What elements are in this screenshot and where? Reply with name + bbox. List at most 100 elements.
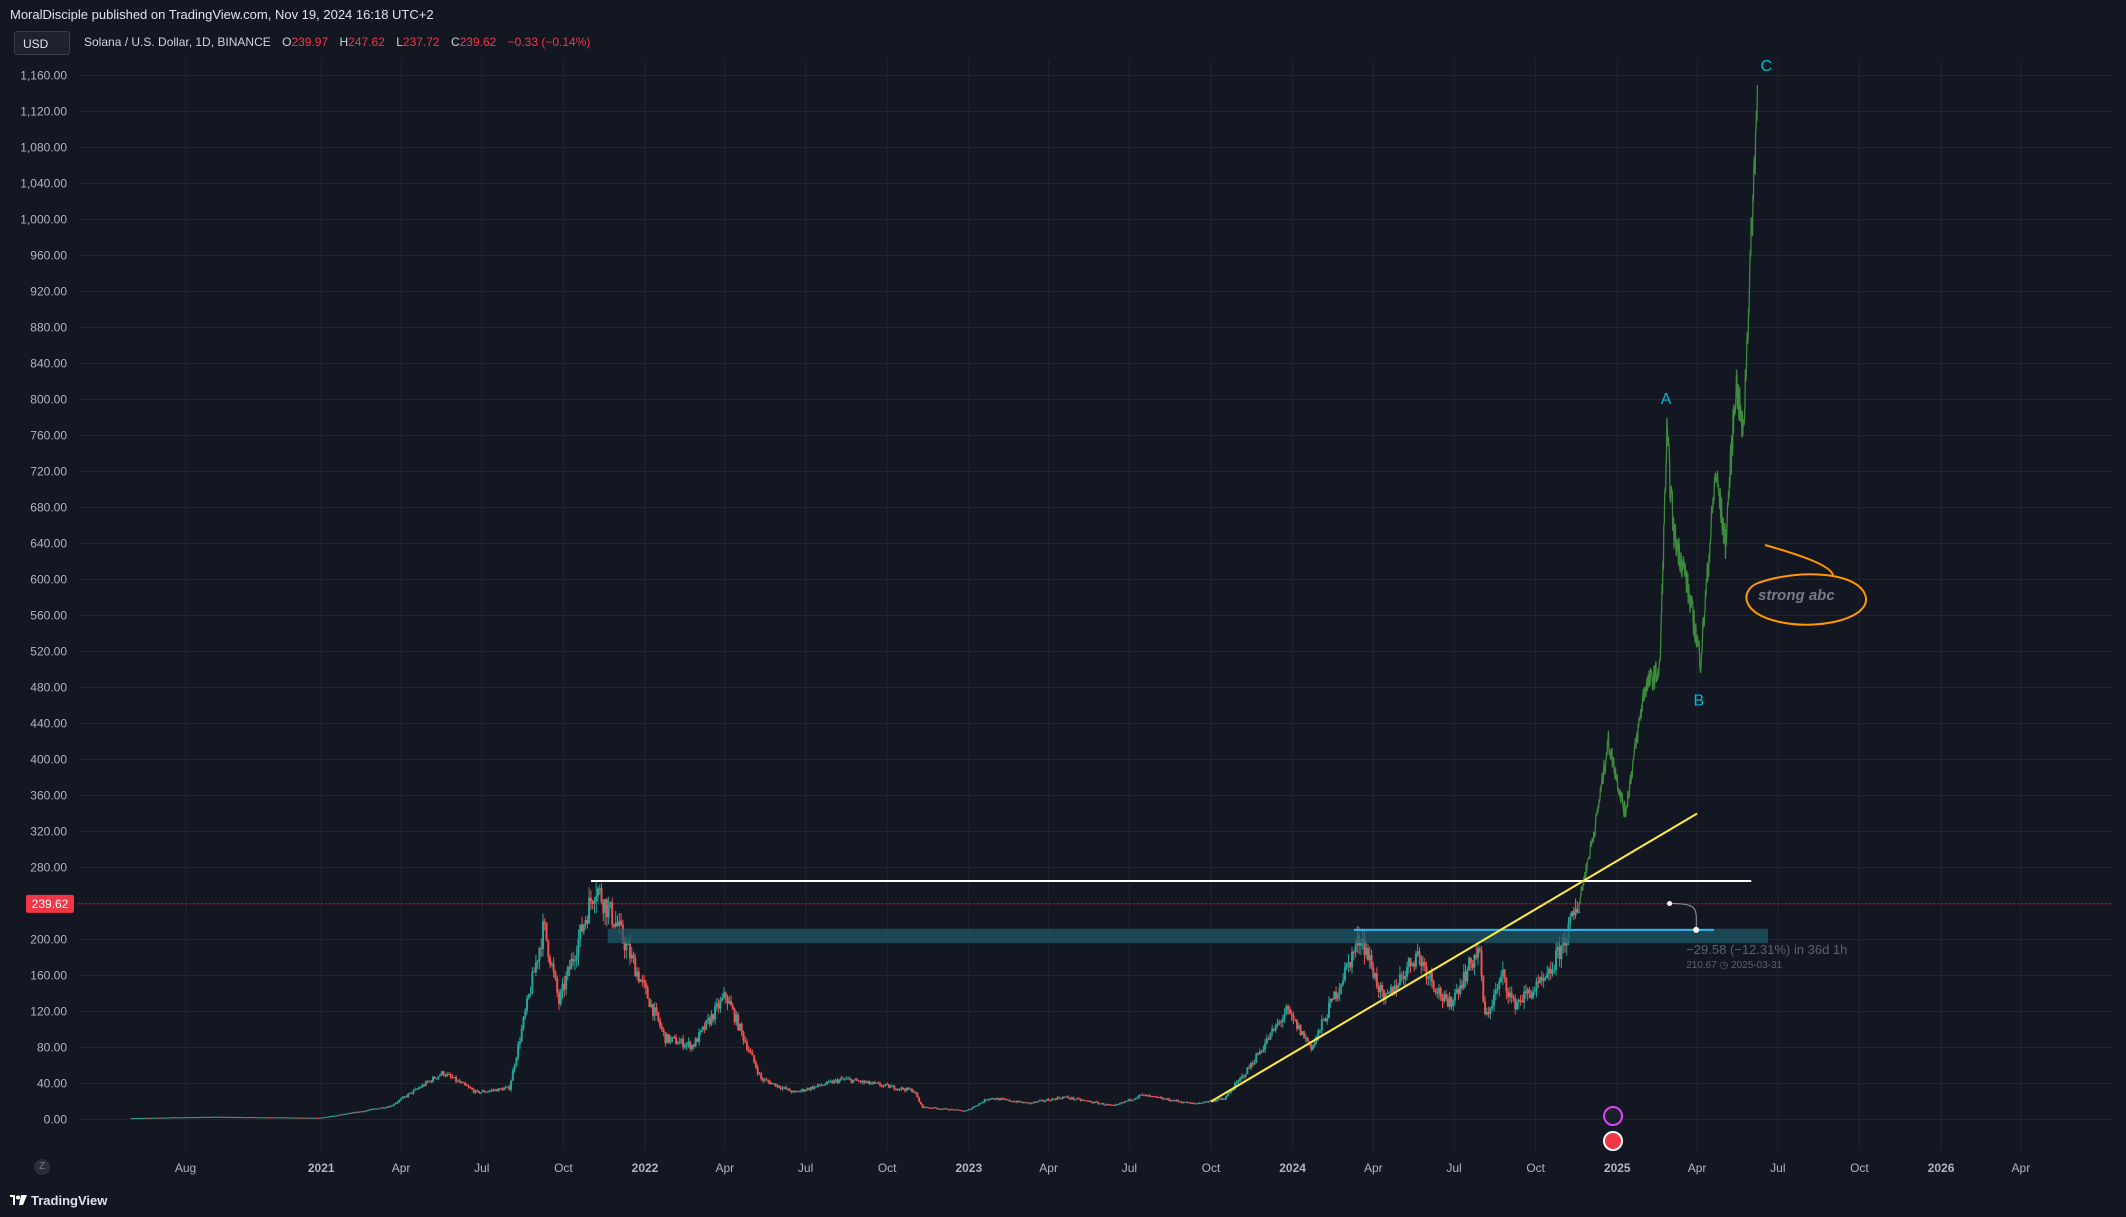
candle-body [1262, 1049, 1265, 1052]
x-tick-label: Apr [1688, 1161, 1707, 1175]
candle-body [1076, 1098, 1079, 1100]
candle-body [887, 1084, 890, 1088]
candle-body [215, 1116, 218, 1118]
candle-body [1521, 1000, 1524, 1003]
candle-body [375, 1108, 378, 1110]
candle-body [364, 1110, 367, 1112]
candle-body [999, 1098, 1002, 1101]
candle-body [517, 1044, 520, 1058]
zoom-button[interactable]: Z [34, 1159, 50, 1175]
candle-body [1505, 978, 1508, 992]
y-tick-label: 920.00 [30, 285, 67, 299]
candle-body [1049, 1100, 1052, 1102]
candle-body [854, 1079, 857, 1081]
candle-body [644, 982, 647, 988]
candle-body [1278, 1021, 1281, 1024]
candle-body [382, 1107, 385, 1109]
candle-body [1171, 1100, 1174, 1102]
candle-body [742, 1031, 745, 1041]
candle-body [1015, 1101, 1018, 1103]
candle-body [918, 1097, 921, 1102]
candle-body [1072, 1097, 1075, 1100]
candle-body [471, 1088, 474, 1090]
candle-body [898, 1088, 901, 1090]
candle-body [852, 1080, 855, 1083]
candle-body [281, 1117, 284, 1119]
x-tick-label: Apr [1039, 1161, 1058, 1175]
candle-body [980, 1102, 983, 1104]
candle-body [669, 1038, 672, 1043]
candle-body [492, 1090, 495, 1092]
candle-body [1177, 1100, 1180, 1102]
candle-body [389, 1105, 392, 1108]
candle-body [559, 991, 562, 1004]
earnings-flag-icon[interactable] [1603, 1131, 1623, 1151]
candle-body [545, 922, 548, 941]
candle-body [474, 1090, 477, 1093]
candle-body [1531, 991, 1534, 998]
candle-body [616, 922, 619, 926]
high-label: H [339, 35, 349, 49]
candle-body [1132, 1099, 1135, 1101]
candle-body [1100, 1103, 1103, 1105]
candle-body [323, 1117, 326, 1119]
price-chart[interactable]: 0.0040.0080.00120.00160.00200.00240.0028… [0, 0, 2126, 1180]
candle-body [847, 1078, 850, 1080]
candle-body [1345, 963, 1348, 968]
candle-body [1012, 1101, 1015, 1103]
candle-body [1093, 1101, 1096, 1103]
candle-body [598, 888, 601, 890]
candle-body [934, 1107, 937, 1109]
candle-body [346, 1113, 349, 1115]
candle-body [962, 1110, 965, 1112]
candle-body [664, 1032, 667, 1044]
note-pointer [1764, 544, 1834, 576]
x-tick-label: Oct [1850, 1161, 1869, 1175]
candle-body [703, 1026, 706, 1030]
candle-body [808, 1088, 811, 1090]
candle-body [942, 1108, 945, 1110]
candle-body [1578, 912, 1581, 914]
candle-body [1223, 1098, 1226, 1100]
candle-body [146, 1117, 149, 1119]
candle-body [827, 1081, 830, 1083]
candle-body [879, 1083, 882, 1086]
candle-body [614, 922, 617, 927]
candle-body [1006, 1099, 1009, 1101]
candle-body [1251, 1063, 1254, 1065]
candle-body [526, 998, 529, 1011]
candle-body [178, 1117, 181, 1119]
open-value: 239.97 [291, 35, 329, 49]
candle-body [769, 1081, 772, 1085]
candle-body [801, 1089, 804, 1091]
candle-body [348, 1112, 351, 1114]
candle-body [1127, 1099, 1130, 1101]
candle-body [1476, 948, 1479, 958]
y-tick-label: 480.00 [30, 681, 67, 695]
y-tick-label: 720.00 [30, 465, 67, 479]
candle-body [955, 1109, 958, 1111]
event-icon[interactable] [1603, 1106, 1623, 1126]
candle-body [651, 1004, 654, 1016]
candle-body [259, 1117, 262, 1119]
wave-label-b: B [1694, 693, 1705, 710]
candle-body [790, 1090, 793, 1093]
x-tick-label: 2023 [955, 1161, 982, 1175]
candle-body [648, 998, 651, 1007]
currency-button[interactable]: USD [14, 31, 70, 55]
candle-body [1005, 1099, 1008, 1101]
candle-body [740, 1023, 743, 1032]
candle-body [479, 1092, 482, 1094]
candle-body [1423, 961, 1426, 967]
candle-body [1187, 1102, 1190, 1104]
candle-body [133, 1118, 136, 1120]
candle-body [330, 1115, 333, 1117]
candle-body [856, 1079, 859, 1081]
x-tick-label: Apr [716, 1161, 735, 1175]
candle-body [251, 1117, 254, 1119]
candle-body [1212, 1100, 1215, 1102]
candle-body [816, 1084, 819, 1087]
footer-bar [0, 1180, 2126, 1217]
candle-body [1565, 942, 1568, 946]
candle-body [1191, 1103, 1194, 1105]
